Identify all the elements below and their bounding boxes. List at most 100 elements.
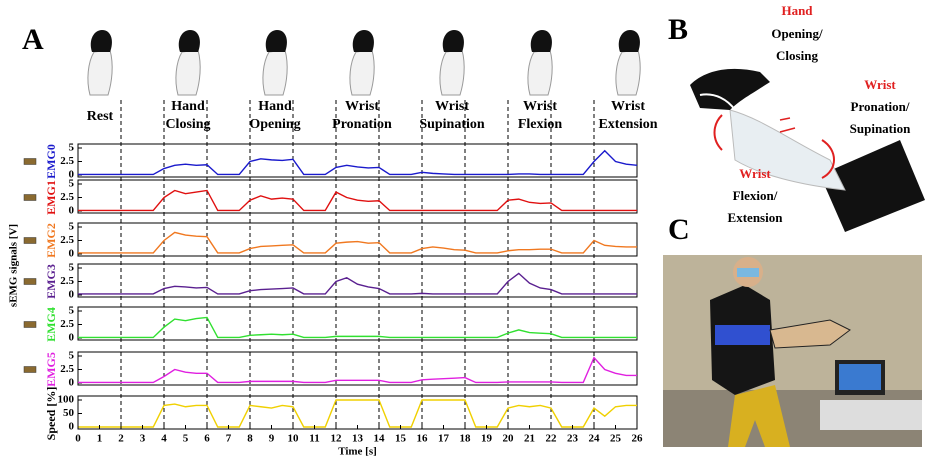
electrode-icon (24, 322, 36, 328)
hand-icon (176, 50, 200, 95)
x-tick-label: 13 (352, 433, 364, 445)
x-tick-label: 23 (567, 433, 579, 445)
panel-frame (78, 144, 637, 177)
series-label: EMG4 (44, 307, 58, 342)
y-tick-label: 0 (69, 205, 75, 217)
movement-label: Wrist (345, 99, 379, 114)
x-tick-label: 7 (226, 433, 232, 445)
hand-fingers (531, 30, 552, 52)
x-tick-label: 5 (183, 433, 189, 445)
x-tick-label: 24 (589, 433, 601, 445)
y-tick-label: 5 (69, 221, 75, 233)
hand-fingers (91, 30, 112, 52)
hand-fingers (619, 30, 640, 52)
hand-fingers (266, 30, 287, 52)
x-tick-label: 18 (460, 433, 472, 445)
x-tick-label: 19 (481, 433, 493, 445)
panel-label: C (668, 213, 690, 246)
x-tick-label: 0 (75, 433, 81, 445)
b-label: Flexion/ (733, 188, 778, 203)
y-tick-label: 2.5 (60, 191, 74, 203)
y-tick-label: 5 (69, 262, 75, 274)
y-tick-label: 0 (69, 377, 75, 389)
signal-line (78, 273, 637, 294)
signal-line (78, 151, 637, 175)
x-tick-label: 8 (247, 433, 253, 445)
y-tick-label: 0 (69, 332, 75, 344)
signal-line (78, 358, 637, 383)
movement-label: Hand (171, 99, 205, 114)
hand-icon (88, 50, 112, 95)
x-tick-label: 11 (309, 433, 319, 445)
movement-label: Wrist (611, 99, 645, 114)
x-tick-label: 20 (503, 433, 515, 445)
movement-label: Supination (419, 117, 485, 132)
y-axis-label: sEMG signals [V] (8, 224, 20, 307)
b-label: Hand (781, 3, 813, 18)
hand-fingers (443, 30, 464, 52)
movement-label: Wrist (435, 99, 469, 114)
x-tick-label: 21 (524, 433, 535, 445)
b-label: Closing (776, 48, 818, 63)
arm-illustration (690, 69, 925, 232)
x-tick-label: 14 (374, 433, 386, 445)
b-label: Opening/ (771, 26, 823, 41)
hand-fingers (179, 30, 200, 52)
movement-label: Closing (165, 117, 210, 132)
series-label: EMG3 (44, 264, 58, 299)
x-tick-label: 12 (331, 433, 343, 445)
hand-icon (350, 50, 374, 95)
x-tick-label: 25 (610, 433, 622, 445)
hand-icon (528, 50, 552, 95)
panel-frame (78, 223, 637, 256)
signal-line (78, 317, 637, 337)
electrode-icon (24, 367, 36, 373)
y-tick-label: 5 (69, 178, 75, 190)
x-axis-label: Time [s] (338, 446, 377, 458)
series-label: EMG0 (44, 144, 58, 179)
y-tick-label: 2.5 (60, 318, 74, 330)
y-tick-label: 50 (63, 407, 75, 419)
y-tick-label: 0 (69, 289, 75, 301)
x-tick-label: 16 (417, 433, 429, 445)
hand-icon (440, 50, 464, 95)
y-tick-label: 5 (69, 350, 75, 362)
hand-fingers (353, 30, 374, 52)
panel-label: A (22, 23, 44, 56)
y-tick-label: 5 (69, 142, 75, 154)
panel-label: B (668, 13, 688, 46)
x-tick-label: 3 (140, 433, 146, 445)
electrode-icon (24, 279, 36, 285)
x-tick-label: 9 (269, 433, 275, 445)
hand-icon (616, 50, 640, 95)
movement-label: Hand (258, 99, 292, 114)
b-label: Supination (850, 121, 911, 136)
photo (663, 255, 922, 447)
panel-frame (78, 264, 637, 297)
series-label: EMG1 (44, 180, 58, 215)
x-tick-label: 26 (632, 433, 644, 445)
x-tick-label: 6 (204, 433, 210, 445)
y-tick-label: 100 (58, 394, 75, 406)
y-tick-label: 0 (69, 421, 75, 433)
x-tick-label: 2 (118, 433, 124, 445)
signal-line (78, 232, 637, 253)
y-tick-label: 2.5 (60, 275, 74, 287)
b-label: Wrist (864, 77, 896, 92)
series-label: EMG5 (44, 352, 58, 387)
hand-icon (263, 50, 287, 95)
movement-label: Pronation (332, 117, 392, 132)
x-tick-label: 15 (395, 433, 407, 445)
electrode-icon (24, 195, 36, 201)
y-tick-label: 2.5 (60, 363, 74, 375)
electrode-icon (24, 159, 36, 165)
series-label: EMG2 (44, 223, 58, 258)
x-tick-label: 1 (97, 433, 103, 445)
y-tick-label: 0 (69, 248, 75, 260)
movement-label: Extension (598, 117, 657, 132)
x-tick-label: 10 (288, 433, 300, 445)
electrode-icon (24, 238, 36, 244)
x-tick-label: 17 (438, 433, 450, 445)
x-tick-label: 22 (546, 433, 558, 445)
y-tick-label: 5 (69, 305, 75, 317)
